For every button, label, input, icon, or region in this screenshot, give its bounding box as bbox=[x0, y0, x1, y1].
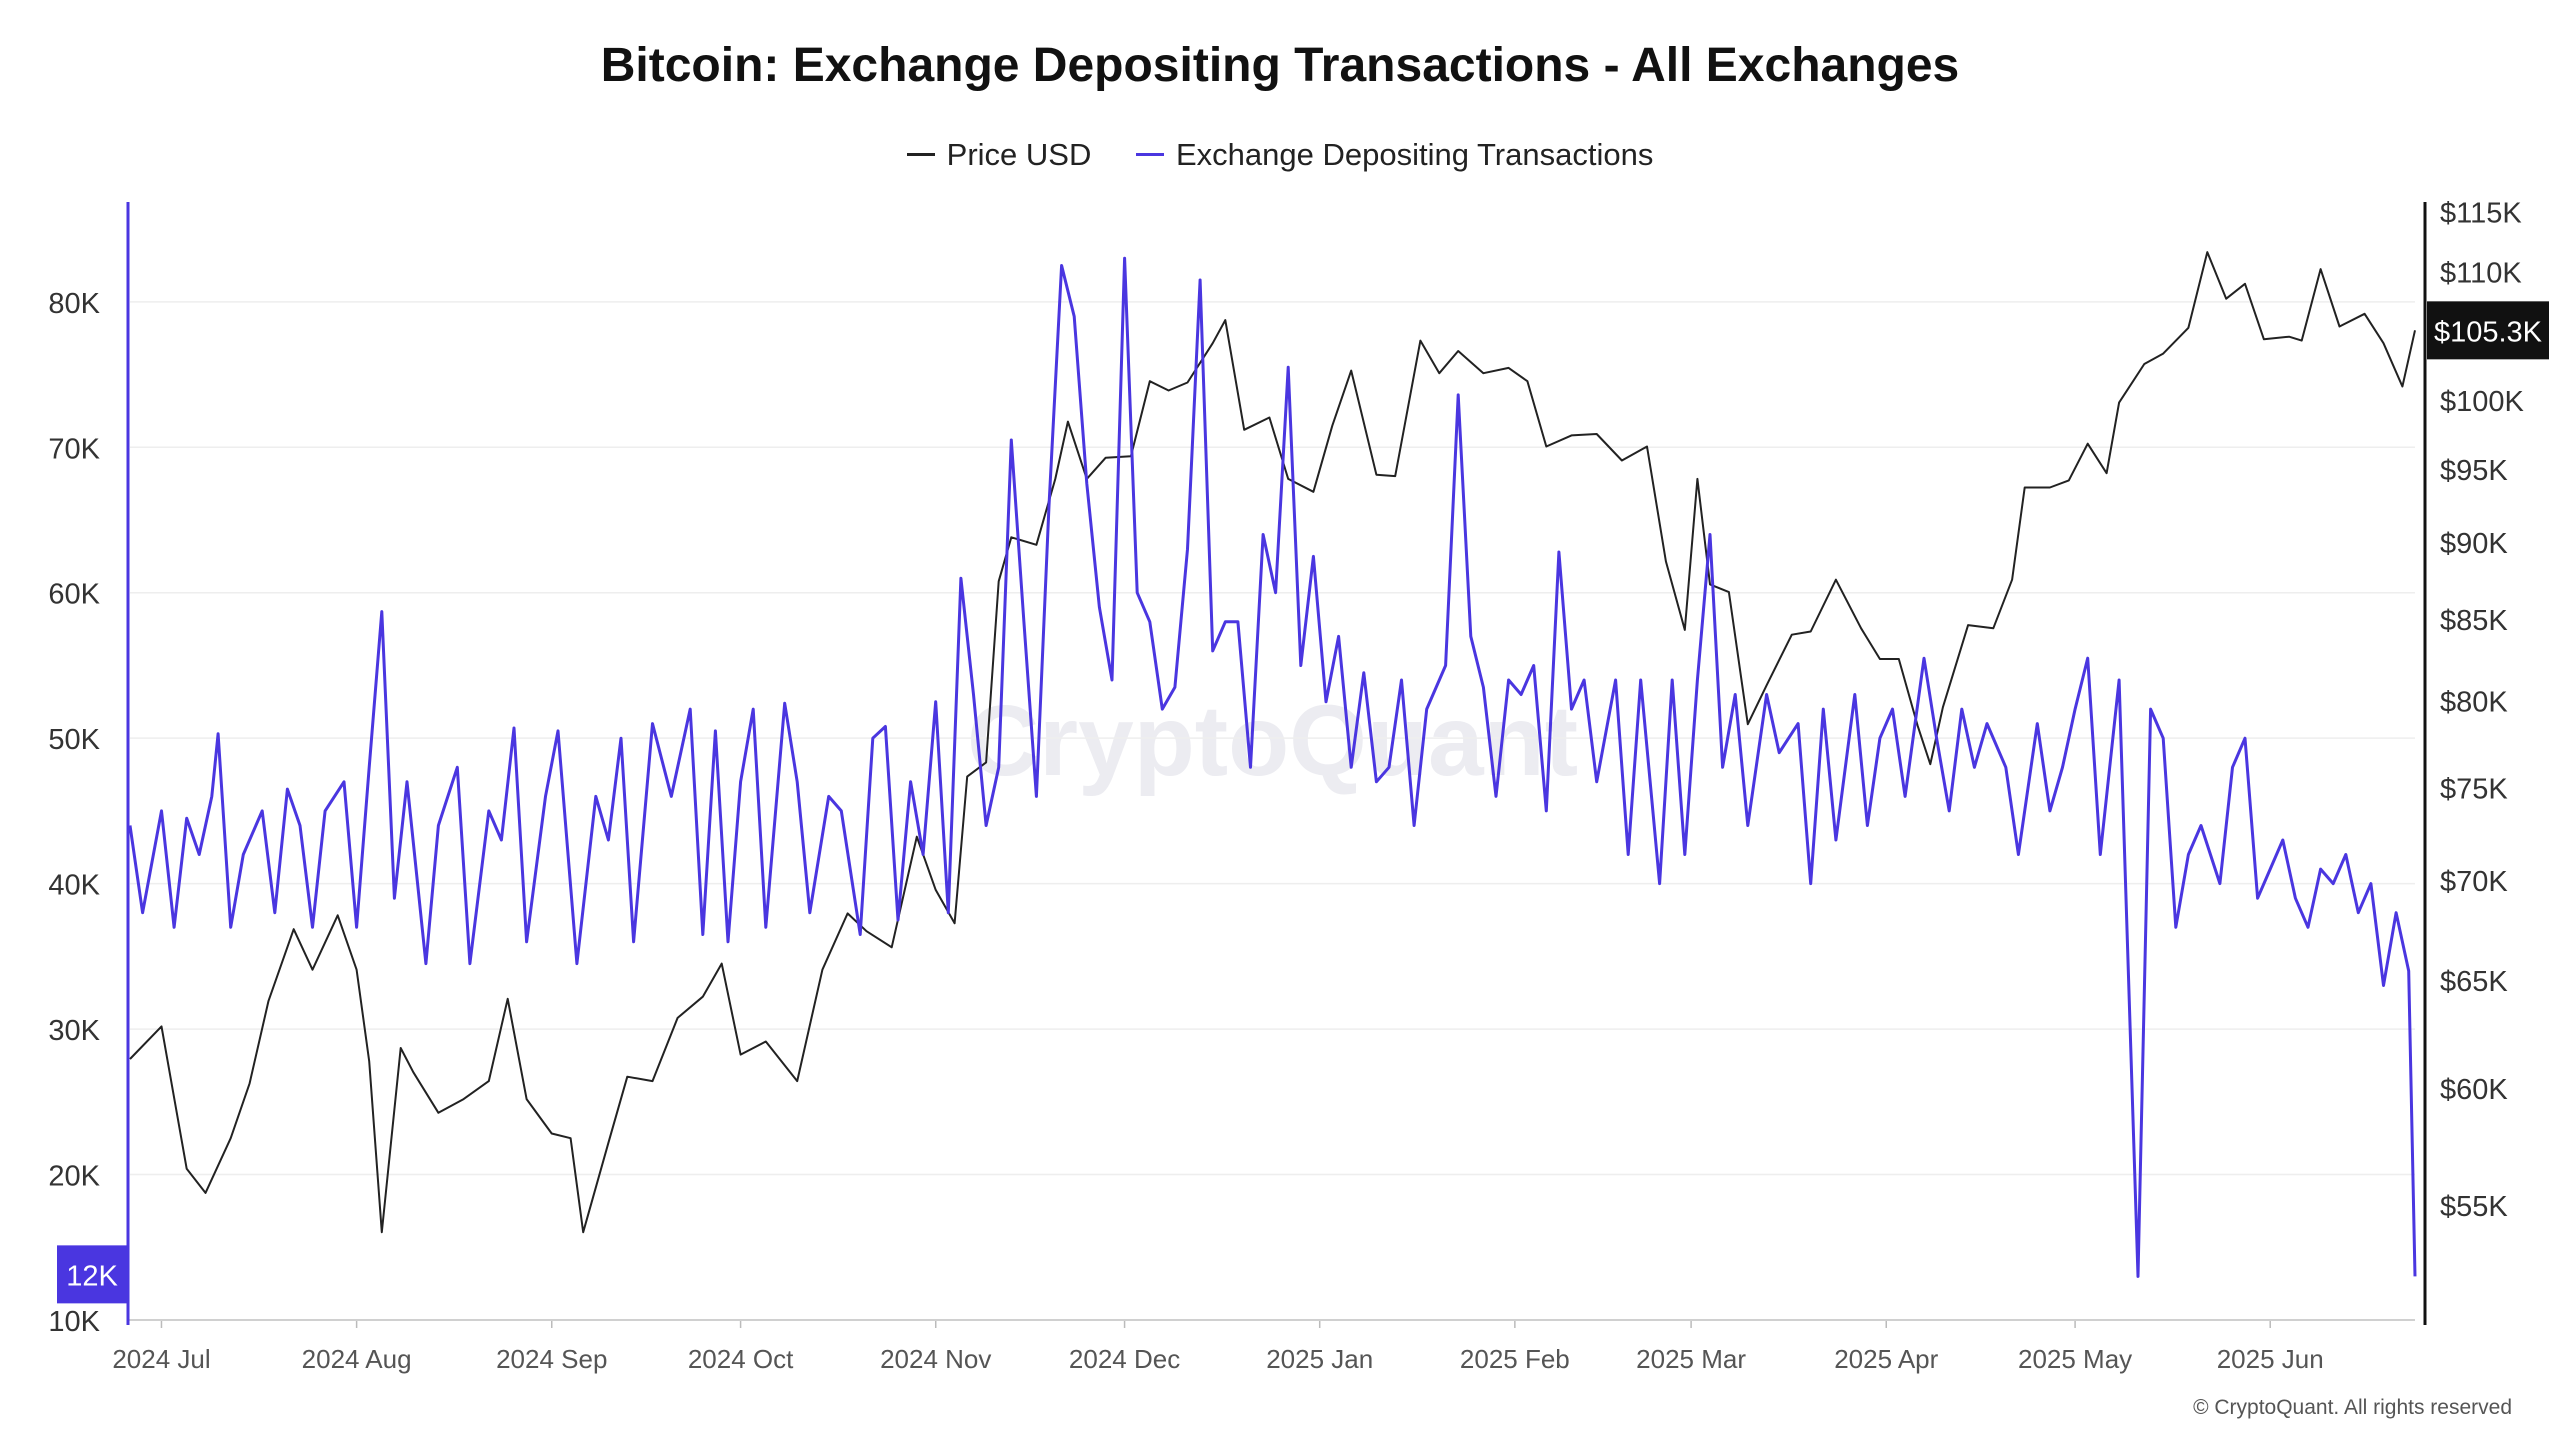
left-tick-label: 80K bbox=[48, 288, 100, 320]
left-tick-label: 60K bbox=[48, 579, 100, 611]
price-usd-line bbox=[129, 251, 2416, 1234]
right-tick-label: $80K bbox=[2440, 686, 2508, 718]
exchange-deposits-line bbox=[128, 256, 2417, 1278]
deposits-value-label: 12K bbox=[66, 1260, 118, 1292]
x-tick-label: 2024 Jul bbox=[112, 1344, 210, 1374]
left-tick-label: 40K bbox=[48, 870, 100, 902]
right-tick-label: $90K bbox=[2440, 528, 2508, 560]
legend-item-price[interactable]: Price USD bbox=[906, 136, 1092, 173]
legend-label-price: Price USD bbox=[946, 136, 1092, 172]
x-tick-label: 2024 Sep bbox=[496, 1344, 607, 1374]
x-tick-label: 2025 Apr bbox=[1834, 1344, 1938, 1374]
left-tick-label: 10K bbox=[48, 1306, 100, 1338]
right-tick-label: $65K bbox=[2440, 966, 2508, 998]
chart-legend: Price USD Exchange Depositing Transactio… bbox=[0, 128, 2560, 173]
right-tick-label: $85K bbox=[2440, 605, 2508, 637]
x-tick-label: 2024 Nov bbox=[880, 1344, 991, 1374]
x-tick-label: 2024 Dec bbox=[1069, 1344, 1180, 1374]
left-tick-label: 50K bbox=[48, 724, 100, 756]
x-tick-label: 2025 Jan bbox=[1266, 1344, 1373, 1374]
chart-title: Bitcoin: Exchange Depositing Transaction… bbox=[600, 39, 1960, 92]
deposits-value-badge bbox=[57, 1245, 127, 1304]
legend-swatch-price bbox=[906, 153, 935, 156]
right-tick-label: $75K bbox=[2440, 773, 2508, 805]
price-value-label: $105.3K bbox=[2434, 316, 2543, 348]
left-tick-label: 70K bbox=[48, 433, 100, 465]
price-value-badge bbox=[2427, 301, 2549, 360]
watermark: CryptoQuant bbox=[967, 685, 1578, 797]
legend-swatch-deposits bbox=[1135, 153, 1164, 156]
right-tick-label: $60K bbox=[2440, 1074, 2508, 1106]
right-tick-label: $55K bbox=[2440, 1191, 2508, 1223]
right-tick-label: $95K bbox=[2440, 455, 2508, 487]
left-tick-label: 30K bbox=[48, 1015, 100, 1047]
right-tick-label: $100K bbox=[2440, 386, 2525, 418]
legend-label-deposits: Exchange Depositing Transactions bbox=[1175, 136, 1654, 172]
x-tick-label: 2024 Aug bbox=[302, 1344, 412, 1374]
x-tick-label: 2025 May bbox=[2018, 1344, 2132, 1374]
legend-item-deposits[interactable]: Exchange Depositing Transactions bbox=[1135, 136, 1654, 173]
x-tick-label: 2024 Oct bbox=[688, 1344, 794, 1374]
x-tick-label: 2025 Mar bbox=[1636, 1344, 1746, 1374]
x-tick-label: 2025 Feb bbox=[1460, 1344, 1570, 1374]
right-tick-label: $110K bbox=[2440, 258, 2522, 290]
right-tick-label: $70K bbox=[2440, 866, 2508, 898]
x-tick-label: 2025 Jun bbox=[2217, 1344, 2324, 1374]
left-tick-label: 20K bbox=[48, 1161, 100, 1193]
copyright-text: © CryptoQuant. All rights reserved bbox=[2193, 1396, 2512, 1419]
right-tick-label: $115K bbox=[2440, 198, 2522, 230]
